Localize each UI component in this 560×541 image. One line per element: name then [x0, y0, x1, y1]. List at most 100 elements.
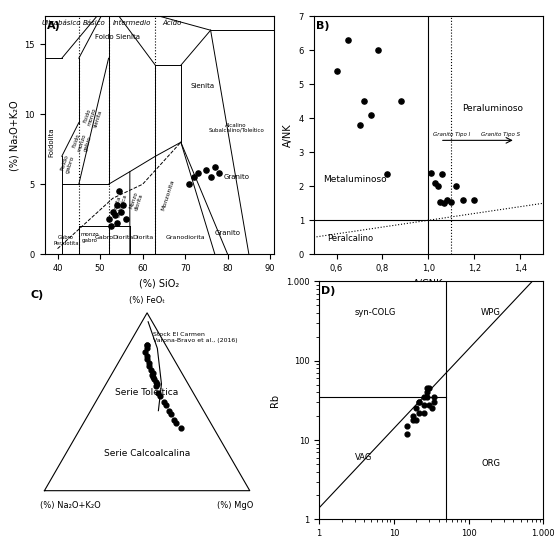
Point — [104, 215, 113, 223]
Text: (%) FeOₜ: (%) FeOₜ — [129, 295, 165, 305]
Point — [143, 344, 152, 353]
Point — [193, 169, 202, 177]
Text: Diorita: Diorita — [132, 235, 153, 240]
Point — [423, 388, 432, 397]
Point — [433, 182, 442, 190]
Point — [403, 430, 412, 438]
Point — [408, 415, 417, 424]
Point — [150, 374, 159, 383]
Point — [415, 398, 424, 406]
X-axis label: A/CNK: A/CNK — [413, 279, 444, 288]
Point — [415, 408, 424, 417]
Text: ORG: ORG — [482, 459, 501, 469]
Point — [412, 415, 421, 424]
Text: Peraluminoso: Peraluminoso — [462, 103, 523, 113]
Point — [147, 365, 156, 374]
Point — [143, 355, 152, 364]
Text: Foido Sienita: Foido Sienita — [95, 34, 139, 40]
Text: C): C) — [30, 290, 44, 300]
Point — [415, 398, 424, 406]
Text: Metaluminoso: Metaluminoso — [323, 175, 387, 184]
Point — [171, 419, 180, 427]
Point — [211, 163, 220, 172]
Point — [403, 422, 412, 431]
Point — [396, 97, 405, 105]
Point — [143, 340, 152, 349]
Text: VAG: VAG — [355, 453, 372, 462]
Point — [154, 388, 163, 397]
Point — [144, 358, 153, 367]
Point — [149, 369, 158, 378]
Text: monzo
gabro: monzo gabro — [80, 232, 99, 243]
Text: (%) Na₂O+K₂O: (%) Na₂O+K₂O — [40, 501, 101, 510]
Point — [425, 384, 434, 393]
Point — [419, 400, 428, 409]
Point — [440, 199, 449, 208]
Point — [169, 415, 178, 424]
Text: Granito Tipo I: Granito Tipo I — [433, 132, 470, 137]
Point — [451, 182, 460, 190]
Point — [141, 348, 150, 357]
Text: Sienita: Sienita — [190, 83, 214, 89]
Y-axis label: Rb: Rb — [270, 394, 281, 407]
Point — [419, 393, 428, 401]
Point — [113, 219, 122, 228]
Point — [143, 351, 152, 360]
Point — [425, 400, 434, 409]
Text: Ultrabásico: Ultrabásico — [42, 20, 82, 26]
Text: Intermedio: Intermedio — [113, 20, 151, 26]
Point — [355, 121, 364, 129]
Point — [152, 381, 161, 390]
Text: Alcalino
Subalcalino/Toleítico: Alcalino Subalcalino/Toleítico — [208, 123, 264, 134]
Point — [423, 393, 432, 401]
Point — [119, 201, 128, 209]
Point — [332, 67, 341, 75]
Point — [189, 173, 198, 182]
Text: Monzonita: Monzonita — [161, 179, 175, 212]
Point — [344, 36, 353, 44]
Y-axis label: A/NK: A/NK — [283, 123, 293, 147]
Text: Diorita
Gabroica: Diorita Gabroica — [110, 192, 128, 219]
Point — [115, 187, 124, 196]
Text: Granito Tipo S: Granito Tipo S — [481, 132, 520, 137]
Text: Serie Toleítica: Serie Toleítica — [115, 388, 179, 397]
Point — [144, 362, 153, 371]
Point — [458, 195, 467, 204]
Y-axis label: (%) Na₂O+K₂O: (%) Na₂O+K₂O — [9, 100, 19, 170]
Point — [110, 211, 119, 220]
Point — [156, 392, 165, 401]
Text: (%) MgO: (%) MgO — [217, 501, 254, 510]
Text: Diorita: Diorita — [113, 235, 134, 240]
Text: Foido
monzo
gabro: Foido monzo gabro — [72, 131, 93, 154]
Text: Gabro
Peridotita: Gabro Peridotita — [53, 235, 79, 246]
Text: syn-COLG: syn-COLG — [355, 308, 396, 318]
Point — [143, 340, 152, 349]
Point — [374, 46, 382, 55]
Text: WPG: WPG — [481, 308, 501, 318]
Text: Granito: Granito — [223, 174, 249, 180]
Point — [166, 410, 175, 419]
Point — [214, 169, 223, 177]
Point — [206, 173, 215, 182]
Text: D): D) — [321, 286, 336, 296]
Point — [161, 401, 170, 410]
Point — [152, 378, 161, 386]
Point — [430, 393, 439, 401]
Text: B): B) — [316, 21, 329, 31]
Point — [366, 110, 375, 119]
Point — [430, 398, 439, 406]
Point — [106, 222, 115, 230]
Point — [164, 406, 173, 415]
Text: Ácido: Ácido — [162, 20, 182, 27]
Point — [427, 404, 436, 413]
Text: Stock El Carmen
Varona-Bravo et al., (2016): Stock El Carmen Varona-Bravo et al., (20… — [153, 332, 238, 343]
Text: Granito: Granito — [214, 230, 241, 236]
Point — [419, 408, 428, 417]
Point — [148, 371, 157, 379]
Text: Foidolita: Foidolita — [48, 128, 54, 157]
Text: A): A) — [47, 21, 61, 31]
Point — [360, 97, 368, 105]
Point — [442, 195, 451, 204]
Point — [423, 384, 432, 393]
Point — [447, 197, 456, 206]
